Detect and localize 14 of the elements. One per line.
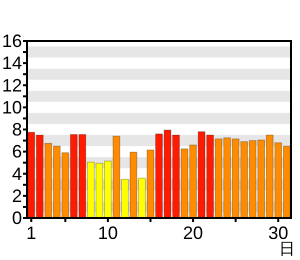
y-tick-label: 4 — [12, 164, 22, 184]
x-tick-label: 1 — [26, 223, 36, 243]
y-tick-label: 16 — [2, 31, 22, 51]
x-tick-label: 20 — [183, 223, 204, 243]
x-axis-title: 日 — [279, 241, 295, 258]
y-tick-label: 0 — [12, 208, 22, 228]
x-tick-label: 10 — [98, 223, 118, 243]
y-tick-label: 6 — [12, 142, 22, 162]
y-tick-label: 10 — [2, 97, 22, 118]
y-tick-label: 12 — [2, 75, 22, 96]
y-tick-label: 2 — [12, 186, 22, 206]
y-tick-label: 14 — [2, 53, 22, 74]
x-tick-label: 30 — [268, 223, 288, 243]
y-tick-label: 8 — [12, 120, 22, 140]
